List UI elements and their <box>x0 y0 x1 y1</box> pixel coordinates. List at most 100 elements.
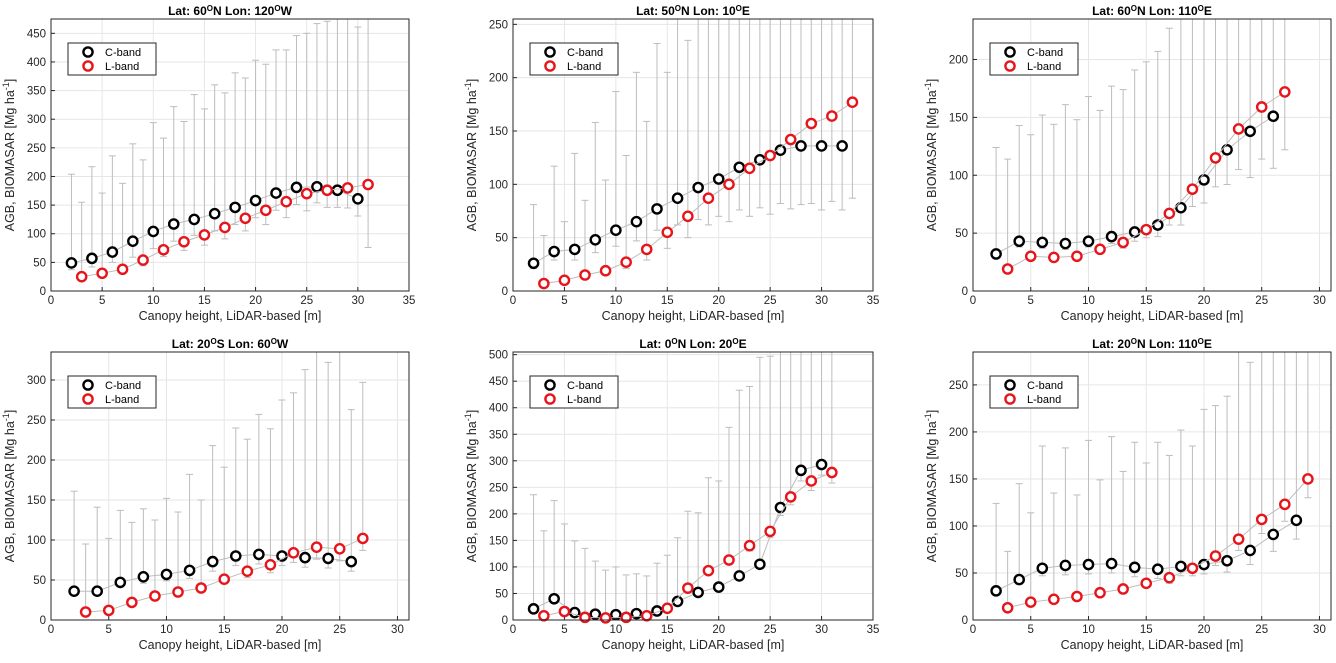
data-point <box>106 246 119 258</box>
x-tick-label: 35 <box>403 295 416 307</box>
x-tick-label: 30 <box>391 624 404 636</box>
x-tick-label: 15 <box>661 624 674 636</box>
data-point <box>599 264 612 277</box>
data-point <box>774 501 787 514</box>
data-point <box>270 187 282 199</box>
x-tick-label: 30 <box>351 295 364 307</box>
x-tick-label: 15 <box>1140 624 1153 636</box>
data-point <box>548 592 560 605</box>
data-point <box>702 192 715 204</box>
data-point <box>75 270 88 283</box>
y-tick-label: 100 <box>27 535 46 547</box>
data-point <box>137 571 150 583</box>
data-point <box>754 558 766 571</box>
data-point <box>1186 562 1199 575</box>
data-point <box>116 263 129 276</box>
data-point <box>1267 110 1280 123</box>
x-axis-label: Canopy height, LiDAR-based [m] <box>139 638 322 652</box>
data-point <box>86 252 98 265</box>
y-tick-label: 400 <box>489 403 508 415</box>
y-tick-label: 0 <box>40 615 46 627</box>
x-tick-label: 15 <box>1140 295 1153 307</box>
y-axis-label: AGB, BIOMASAR [Mg ha-1] <box>1 79 17 232</box>
data-point <box>188 213 200 226</box>
data-point <box>1071 590 1083 603</box>
x-tick-label: 35 <box>867 295 880 307</box>
data-point <box>1059 237 1072 250</box>
data-point <box>630 215 643 228</box>
x-tick-label: 30 <box>815 295 828 307</box>
legend-marker <box>544 46 556 58</box>
axes-box <box>50 18 410 292</box>
data-point <box>1175 560 1187 573</box>
data-point <box>1232 533 1245 545</box>
data-point <box>241 565 254 578</box>
data-point <box>1221 554 1233 567</box>
x-tick-label: 0 <box>970 295 976 307</box>
legend-label: C-band <box>1027 380 1063 392</box>
data-point <box>1302 473 1314 485</box>
y-tick-label: 100 <box>949 521 968 533</box>
data-point <box>815 140 828 152</box>
data-point <box>723 554 735 566</box>
legend-marker <box>1004 393 1016 405</box>
data-point <box>1175 201 1187 214</box>
data-point <box>206 555 219 568</box>
x-tick-label: 20 <box>1198 624 1211 636</box>
legend-label: C-band <box>105 47 141 59</box>
data-point <box>527 257 540 270</box>
data-point <box>764 525 776 538</box>
y-tick-label: 150 <box>949 474 968 486</box>
y-tick-label: 50 <box>955 568 968 580</box>
data-point <box>322 552 334 565</box>
data-point <box>754 153 766 166</box>
legend-box <box>989 375 1079 409</box>
y-tick-label: 0 <box>962 615 968 627</box>
y-tick-label: 100 <box>489 179 508 191</box>
data-point <box>310 541 323 554</box>
data-point <box>671 595 684 608</box>
data-point <box>1198 558 1210 571</box>
y-tick-label: 50 <box>33 575 46 587</box>
data-point <box>579 611 591 624</box>
chart-panel: 0 5 10 15 20 25 30 0 50 100 150 200 Lat: 60ON Lon: 1… <box>923 4 1332 323</box>
data-point <box>538 609 550 622</box>
data-point <box>1279 86 1291 98</box>
data-point <box>68 585 80 598</box>
x-tick-label: 5 <box>1028 624 1034 636</box>
data-point <box>764 149 776 162</box>
data-point <box>1221 143 1233 156</box>
data-point <box>795 140 807 152</box>
data-point <box>1048 593 1060 606</box>
data-point <box>229 550 242 562</box>
data-point <box>558 605 571 618</box>
y-tick-label: 150 <box>489 535 508 547</box>
y-tick-label: 350 <box>489 429 508 441</box>
data-point <box>682 582 694 594</box>
data-point <box>774 144 787 156</box>
data-point <box>127 235 139 247</box>
legend-marker <box>544 60 556 72</box>
data-point <box>1105 230 1118 243</box>
data-point <box>65 257 78 269</box>
x-tick-label: 5 <box>106 624 112 636</box>
data-point <box>249 194 262 207</box>
data-point <box>990 585 1002 597</box>
data-point <box>795 464 807 477</box>
data-point <box>264 559 277 571</box>
y-axis-label: AGB, BIOMASAR [Mg ha-1] <box>1 410 17 563</box>
x-tick-label: 20 <box>249 295 262 307</box>
chart-panel: 0 5 10 15 20 25 30 3505010015020025030035040045… <box>1 4 415 324</box>
y-axis-label: AGB, BIOMASAR [Mg ha-1] <box>923 79 939 232</box>
series-line <box>533 145 843 264</box>
chart-title: Lat: 0ON Lon: 20OE <box>639 337 746 352</box>
y-tick-label: 150 <box>949 112 968 124</box>
chart-panel: 0 5 10 15 20 25 30 3505010015020025030035040045… <box>463 337 879 653</box>
x-tick-label: 10 <box>1082 295 1095 307</box>
chart-title: Lat: 20ON Lon: 110OE <box>1092 337 1212 352</box>
legend-label: L-band <box>105 61 139 73</box>
data-point <box>96 267 108 280</box>
data-point <box>172 586 184 598</box>
data-point <box>1244 125 1256 138</box>
